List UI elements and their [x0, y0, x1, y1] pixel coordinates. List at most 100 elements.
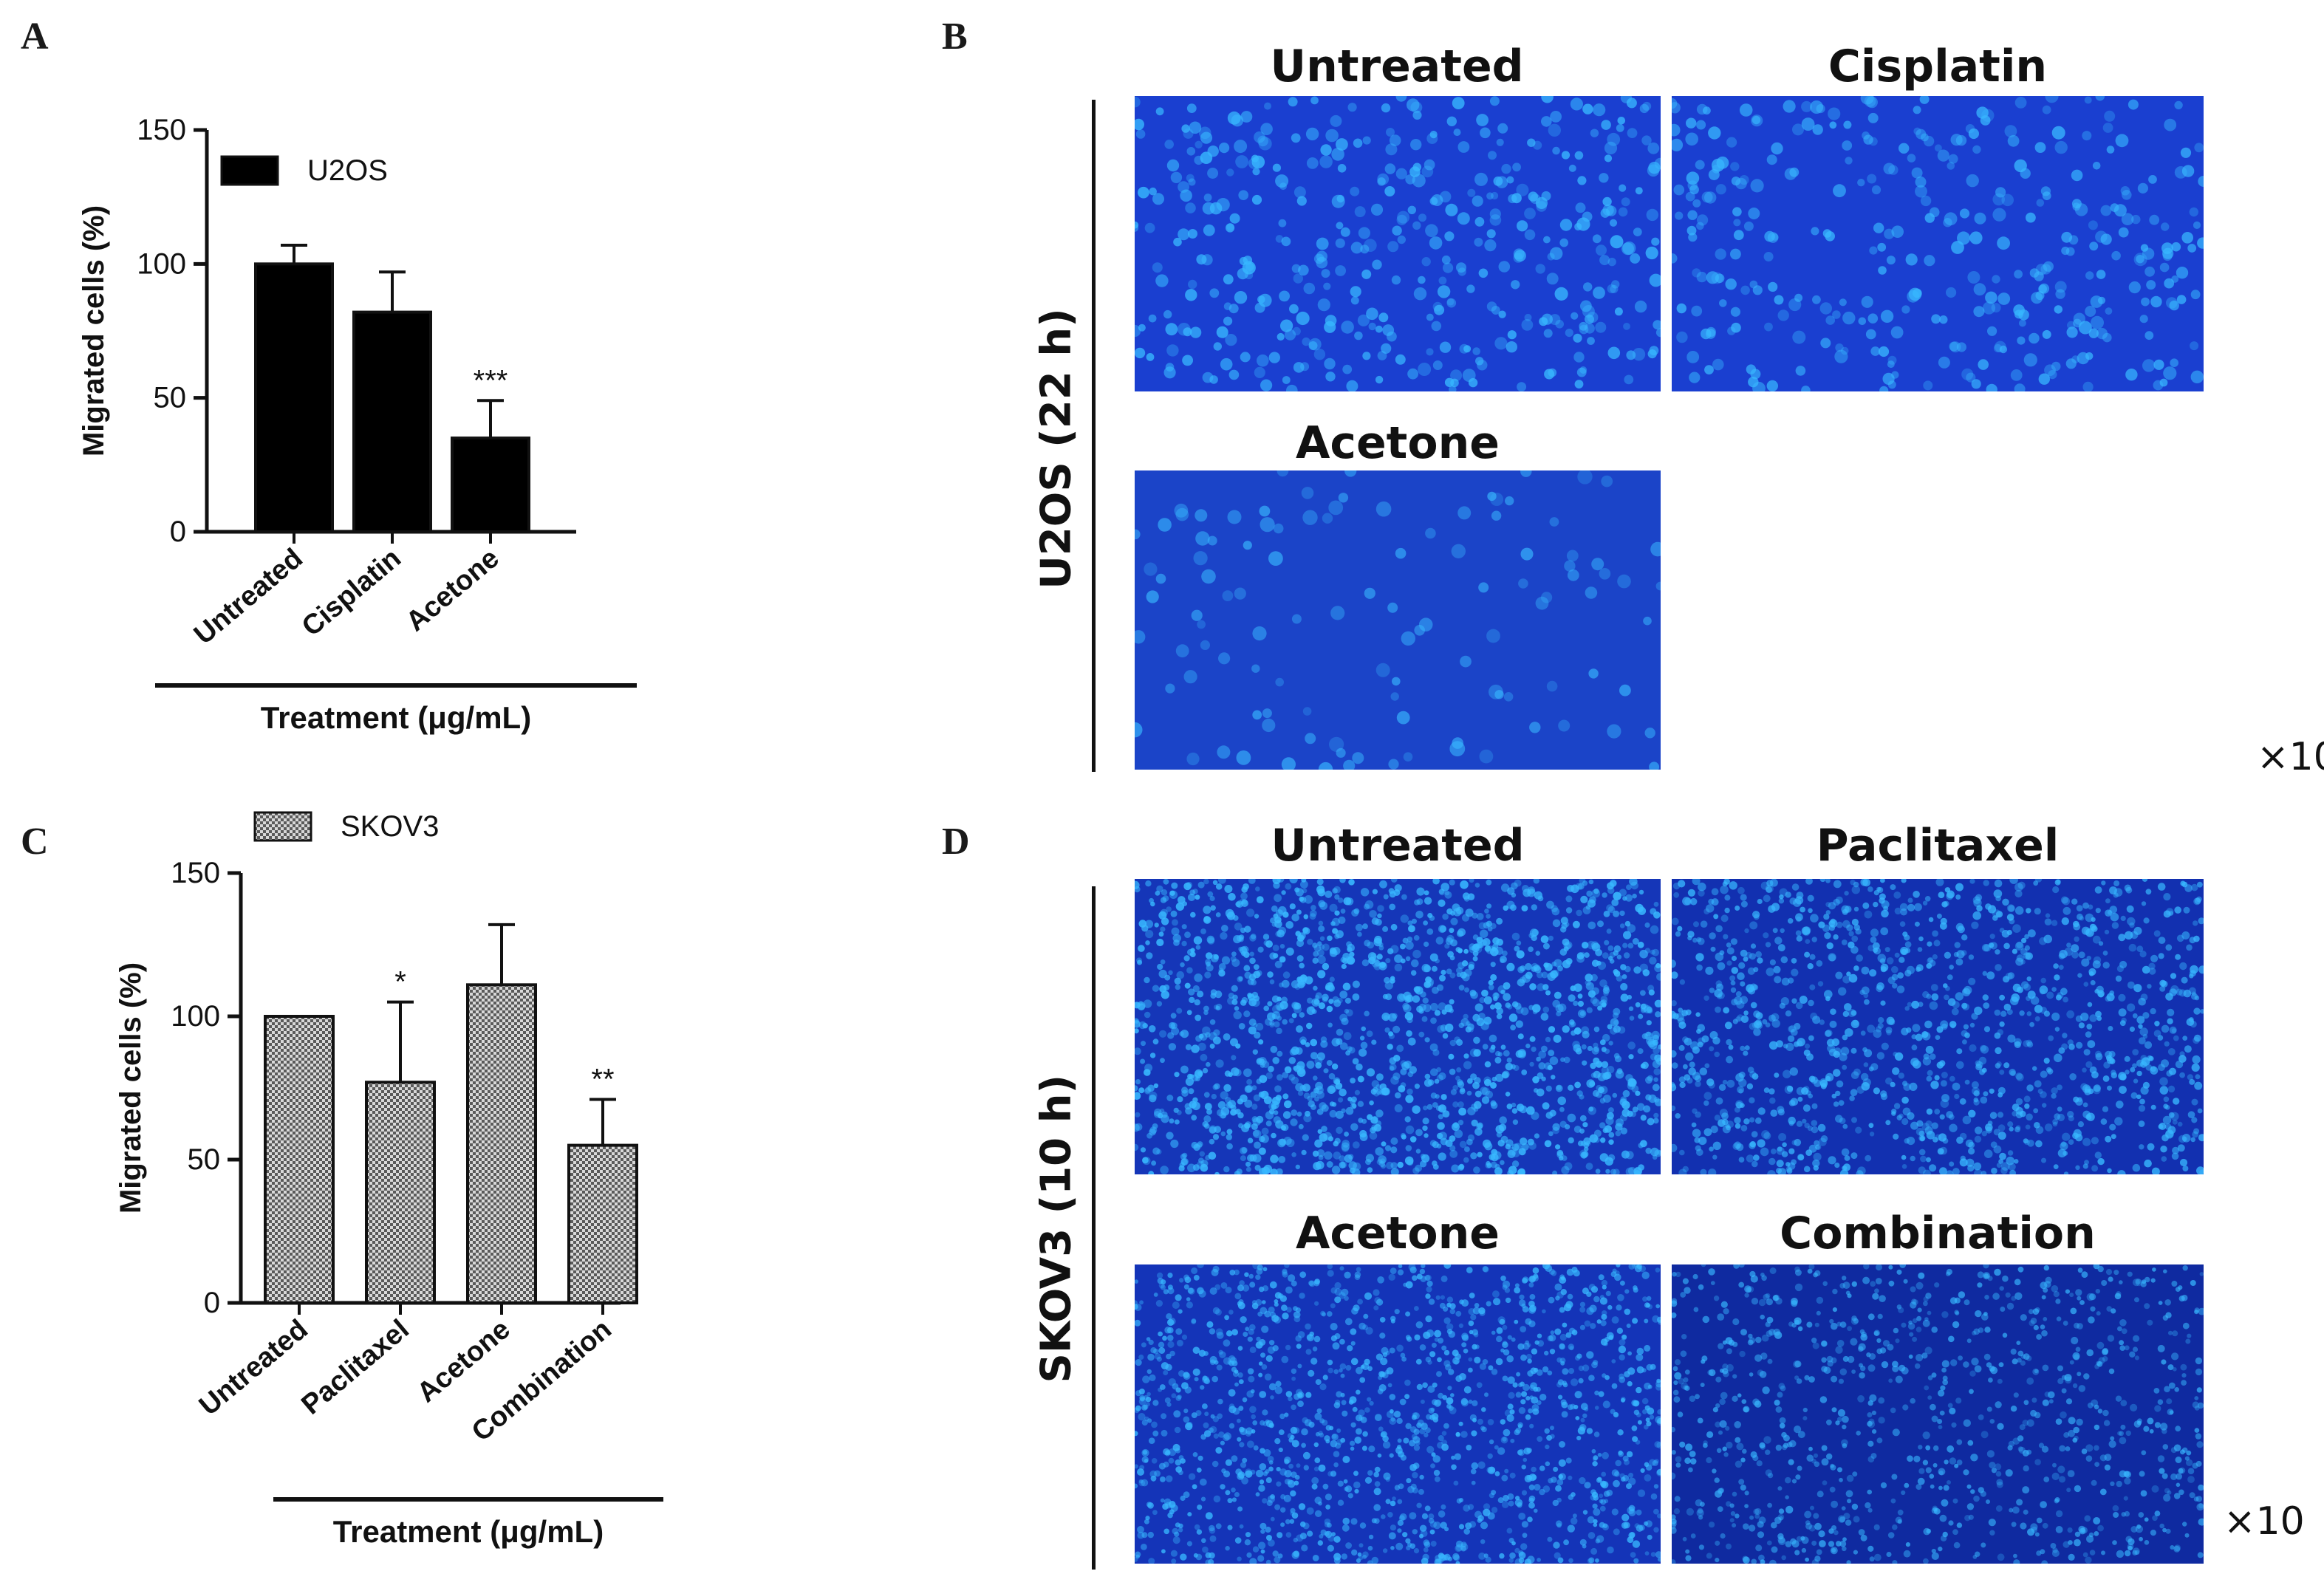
nucleus: [1863, 134, 1873, 145]
nucleus: [2194, 143, 2204, 153]
nucleus: [1356, 1366, 1363, 1375]
nucleus: [1426, 1103, 1433, 1110]
nucleus: [1613, 950, 1619, 956]
nucleus: [1291, 1512, 1299, 1519]
nucleus: [2071, 944, 2079, 953]
nucleus: [2183, 906, 2190, 914]
nucleus: [1541, 1076, 1546, 1081]
nucleus: [1139, 1394, 1146, 1401]
nucleus: [1844, 891, 1849, 896]
nucleus: [1686, 171, 1700, 185]
nucleus: [1420, 1399, 1425, 1404]
nucleus: [1521, 1303, 1526, 1308]
nucleus: [1491, 1102, 1498, 1109]
nucleus: [2182, 1136, 2187, 1142]
nucleus: [1820, 338, 1831, 349]
nucleus: [1291, 133, 1301, 143]
nucleus: [2142, 879, 2148, 882]
nucleus: [1547, 253, 1555, 261]
nucleus: [2014, 889, 2023, 898]
nucleus: [1508, 1558, 1514, 1563]
nucleus: [1456, 972, 1462, 977]
nucleus: [1740, 949, 1748, 957]
nucleus: [1412, 1487, 1418, 1493]
nucleus: [1735, 1073, 1744, 1082]
nucleus: [1352, 980, 1360, 988]
nucleus: [1546, 900, 1554, 909]
nucleus: [1898, 956, 1905, 963]
nucleus: [1554, 1283, 1562, 1291]
nucleus: [1438, 1002, 1446, 1011]
nucleus: [1361, 959, 1370, 967]
nucleus: [1973, 1090, 1980, 1097]
nucleus: [1244, 1099, 1253, 1108]
nucleus: [1728, 1044, 1734, 1050]
nucleus: [2190, 341, 2199, 351]
nucleus: [1427, 1360, 1432, 1365]
nucleus: [2164, 118, 2177, 131]
nucleus: [2163, 910, 2171, 918]
bar-combination: [567, 1143, 638, 1304]
nucleus: [2190, 1021, 2197, 1028]
micrograph-skov3-untreated: [1135, 879, 1661, 1174]
nucleus: [1607, 346, 1621, 360]
nucleus: [1398, 1085, 1406, 1093]
nucleus: [1871, 185, 1882, 195]
nucleus: [1459, 343, 1469, 354]
nucleus: [1987, 1120, 1993, 1126]
nucleus: [1315, 1062, 1322, 1069]
nucleus: [1628, 1477, 1636, 1485]
nucleus: [1186, 967, 1193, 973]
nucleus: [1527, 138, 1536, 147]
nucleus: [2197, 1108, 2203, 1114]
nucleus: [1169, 890, 1175, 896]
nucleus: [1299, 1012, 1305, 1018]
nucleus: [1200, 151, 1213, 164]
nucleus: [1833, 1101, 1839, 1107]
nucleus: [2075, 1165, 2080, 1170]
nucleus: [1178, 1470, 1183, 1476]
nucleus: [1994, 1009, 2001, 1016]
nucleus: [1295, 1335, 1302, 1342]
nucleus: [1271, 1104, 1277, 1110]
nucleus: [2082, 1067, 2087, 1073]
nucleus: [1394, 1104, 1403, 1112]
nucleus: [1733, 219, 1741, 227]
nucleus: [1149, 1091, 1158, 1101]
nucleus: [1240, 352, 1251, 363]
nucleus: [1541, 971, 1548, 979]
nucleus: [1282, 971, 1291, 979]
nucleus: [1314, 1412, 1322, 1420]
nucleus: [1516, 940, 1522, 946]
nucleus: [1401, 631, 1415, 646]
nucleus: [1864, 910, 1873, 919]
nucleus: [2164, 278, 2175, 289]
nucleus: [1308, 338, 1322, 351]
nucleus: [2147, 984, 2152, 989]
nucleus: [1296, 1065, 1305, 1075]
nucleus: [1949, 1021, 1957, 1028]
nucleus: [1186, 1010, 1192, 1016]
nucleus: [1228, 304, 1239, 314]
nucleus: [1907, 154, 1916, 162]
nucleus: [1796, 916, 1802, 923]
nucleus: [1584, 323, 1595, 334]
nucleus: [1553, 1466, 1559, 1472]
nucleus: [1377, 1276, 1384, 1284]
nucleus: [1992, 193, 2005, 206]
nucleus: [2028, 929, 2036, 938]
nucleus: [2051, 1012, 2060, 1021]
nucleus: [2009, 879, 2018, 884]
nucleus: [2075, 1015, 2082, 1022]
nucleus: [1568, 164, 1576, 172]
nucleus: [1494, 337, 1508, 350]
nucleus: [1597, 1005, 1603, 1011]
nucleus: [1247, 1368, 1254, 1375]
nucleus: [1851, 935, 1859, 942]
d-title-untreated: Untreated: [1271, 820, 1525, 872]
nucleus: [1435, 958, 1440, 964]
nucleus: [1812, 1016, 1821, 1024]
nucleus: [1649, 1414, 1655, 1420]
nucleus: [2192, 1055, 2201, 1064]
nucleus: [1525, 1353, 1532, 1360]
